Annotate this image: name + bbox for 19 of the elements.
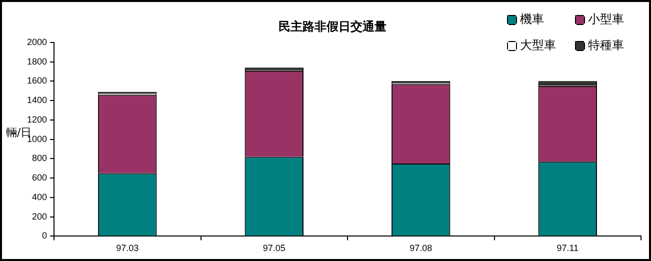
chart-title: 民主路非假日交通量 xyxy=(278,19,386,34)
y-tick-label: 1800 xyxy=(26,56,48,66)
y-tick-label: 400 xyxy=(32,192,48,202)
x-tick-label: 97.11 xyxy=(556,243,579,254)
y-tick-label: 0 xyxy=(42,230,48,241)
text: 大型車 xyxy=(520,38,556,52)
y-tick-label: 1200 xyxy=(26,114,48,124)
y-tick-label: 1600 xyxy=(26,76,48,86)
y-tick-label: 1400 xyxy=(26,95,48,106)
legend-label: 機車 xyxy=(520,12,544,26)
x-tick-label: 97.08 xyxy=(410,243,432,254)
x-tick-label: 97.05 xyxy=(262,243,286,254)
y-tick-label: 600 xyxy=(32,172,48,183)
y-tick-label: 200 xyxy=(32,211,48,222)
y-tick-label: 800 xyxy=(32,153,48,164)
legend-label: 小型車 xyxy=(588,12,624,26)
y-tick-label: 2000 xyxy=(26,36,48,47)
x-tick-label: 97.03 xyxy=(116,243,139,254)
legend-label: 特種車 xyxy=(588,38,624,52)
